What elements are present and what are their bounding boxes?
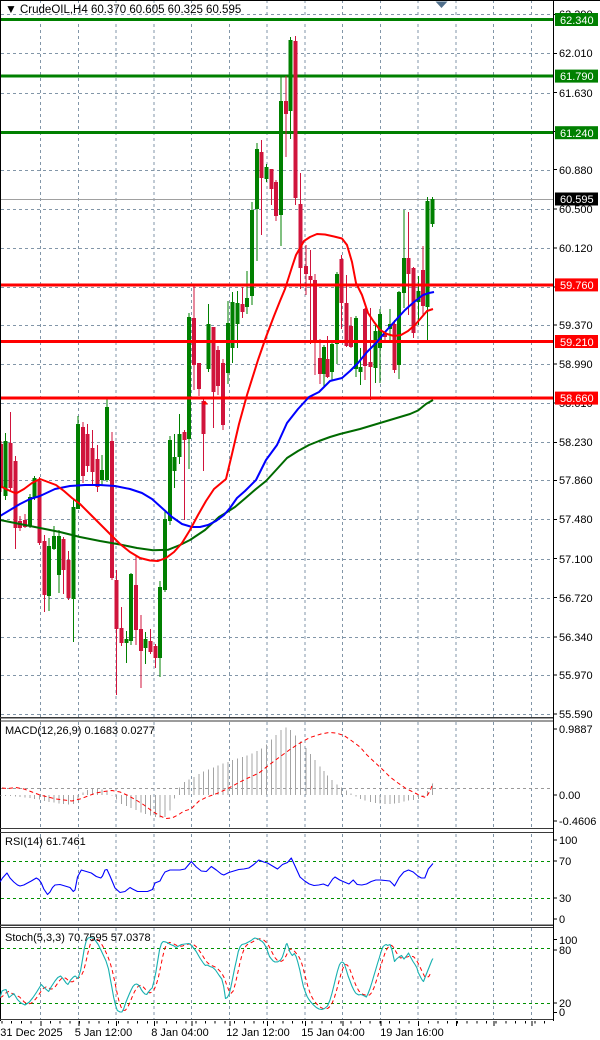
svg-text:CrudeOIL,H4 60.370 60.605 60.: CrudeOIL,H4 60.370 60.605 60.325 60.595 <box>20 4 241 16</box>
svg-text:30: 30 <box>559 893 571 905</box>
svg-text:58.990: 58.990 <box>559 359 593 371</box>
svg-text:RSI(14) 61.7461: RSI(14) 61.7461 <box>5 836 86 848</box>
svg-text:58.230: 58.230 <box>559 437 593 449</box>
svg-text:62.010: 62.010 <box>559 48 593 60</box>
svg-text:60.880: 60.880 <box>559 165 593 177</box>
svg-text:57.860: 57.860 <box>559 475 593 487</box>
svg-text:56.720: 56.720 <box>559 593 593 605</box>
svg-text:31 Dec 2025: 31 Dec 2025 <box>0 1027 62 1039</box>
svg-text:0: 0 <box>559 914 565 926</box>
svg-text:58.660: 58.660 <box>560 393 594 405</box>
svg-text:61.790: 61.790 <box>560 71 594 83</box>
svg-text:20: 20 <box>559 998 571 1010</box>
svg-text:12 Jan 12:00: 12 Jan 12:00 <box>226 1027 290 1039</box>
svg-text:60.500: 60.500 <box>559 204 593 216</box>
svg-text:MACD(12,26,9) 0.1683 0.0277: MACD(12,26,9) 0.1683 0.0277 <box>5 725 155 737</box>
svg-text:59.210: 59.210 <box>560 337 594 349</box>
svg-text:80: 80 <box>559 945 571 957</box>
svg-text:55.970: 55.970 <box>559 670 593 682</box>
svg-text:0.00: 0.00 <box>559 790 580 802</box>
svg-text:56.340: 56.340 <box>559 632 593 644</box>
svg-text:57.480: 57.480 <box>559 514 593 526</box>
svg-text:59.760: 59.760 <box>560 280 594 292</box>
svg-text:100: 100 <box>559 935 577 947</box>
svg-text:▼: ▼ <box>5 2 17 16</box>
svg-text:70: 70 <box>559 856 571 868</box>
svg-text:19 Jan 16:00: 19 Jan 16:00 <box>380 1027 444 1039</box>
svg-text:61.240: 61.240 <box>560 128 594 140</box>
svg-text:59.370: 59.370 <box>559 320 593 332</box>
svg-text:0.9887: 0.9887 <box>559 724 593 736</box>
svg-text:0: 0 <box>559 1007 565 1019</box>
svg-text:55.590: 55.590 <box>559 709 593 721</box>
svg-text:100: 100 <box>559 835 577 847</box>
svg-text:Stoch(5,3,3) 70.7595 57.0378: Stoch(5,3,3) 70.7595 57.0378 <box>5 932 151 944</box>
svg-text:62.340: 62.340 <box>560 15 594 27</box>
svg-text:60.595: 60.595 <box>560 194 594 206</box>
svg-text:5 Jan 12:00: 5 Jan 12:00 <box>75 1027 133 1039</box>
svg-text:57.100: 57.100 <box>559 554 593 566</box>
svg-text:61.630: 61.630 <box>559 88 593 100</box>
svg-text:15 Jan 04:00: 15 Jan 04:00 <box>301 1027 365 1039</box>
svg-text:60.120: 60.120 <box>559 243 593 255</box>
svg-text:-0.4606: -0.4606 <box>559 816 596 828</box>
svg-text:8 Jan 04:00: 8 Jan 04:00 <box>151 1027 209 1039</box>
